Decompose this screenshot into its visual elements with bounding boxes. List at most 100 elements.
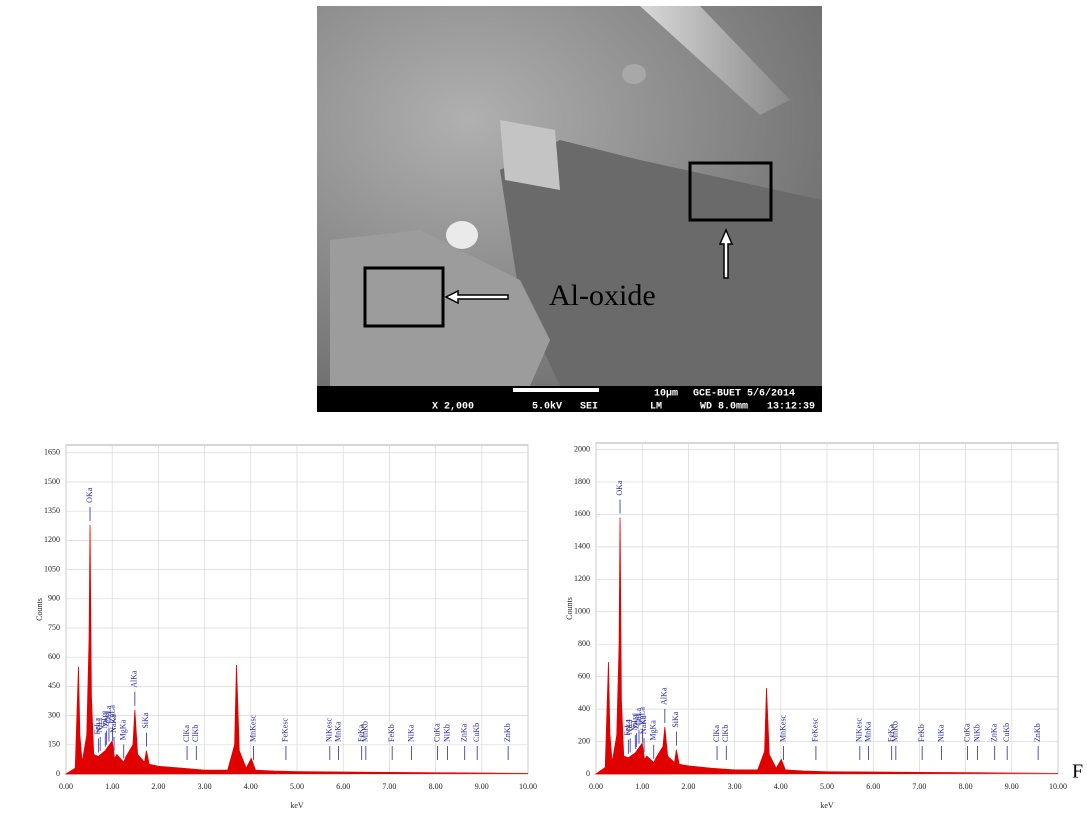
sem-box: [688, 161, 773, 222]
peak-label: FeKa: [357, 724, 366, 742]
sem-crystal: [640, 6, 790, 115]
y-tick-label: 0: [56, 769, 60, 778]
sem-crystal: [500, 120, 560, 190]
x-tick-label: 6.00: [866, 782, 880, 791]
y-tick-label: 900: [48, 594, 60, 603]
peak-label: NiLl: [95, 717, 104, 733]
spectrum: [594, 517, 1059, 775]
x-tick-label: 3.00: [198, 782, 212, 791]
y-tick-label: 1600: [574, 509, 590, 518]
y-tick-label: 2000: [574, 444, 590, 453]
peak-label: CuKa: [432, 723, 441, 742]
peak-label: ClKa: [182, 725, 191, 742]
peak-label: ZnLa: [107, 705, 116, 723]
sem-particle: [446, 221, 478, 249]
peak-label: FeLa: [623, 719, 632, 736]
peak-label: OKa: [615, 480, 624, 496]
sem-particle: [622, 64, 646, 84]
x-tick-label: 9.00: [475, 782, 489, 791]
x-tick-label: 3.00: [728, 782, 742, 791]
peak-label: ClKb: [721, 725, 730, 742]
peak-label: SiKa: [141, 712, 150, 728]
y-tick-label: 1800: [574, 477, 590, 486]
peak-label: ZnLl: [631, 712, 640, 729]
peak-label: NiKb: [442, 724, 451, 742]
peak-label: NiKb: [972, 724, 981, 742]
y-tick-label: 1650: [44, 448, 60, 457]
peak-label: FeKa: [887, 724, 896, 742]
y-tick-label: 400: [578, 704, 590, 713]
peak-label: CuLa: [104, 705, 113, 723]
peak-label: CuKa: [962, 723, 971, 742]
y-tick-label: 600: [48, 652, 60, 661]
y-tick-label: 0: [586, 769, 590, 778]
peak-label: FeKb: [917, 724, 926, 742]
peak-label: FeKesc: [281, 718, 290, 742]
x-tick-label: 8.00: [429, 782, 443, 791]
x-tick-label: 10.00: [1049, 782, 1067, 791]
sem-image: Al-oxide 10µm GCE-BUET 5/6/2014 X 2,000 …: [317, 6, 822, 413]
peak-label: NaKa: [109, 714, 118, 733]
peak-label: FeKb: [387, 724, 396, 742]
peak-label: SiKa: [671, 711, 680, 727]
peak-label: FeKesc: [811, 718, 820, 742]
peak-label: NaKa: [639, 715, 648, 734]
working-distance: WD 8.0mm: [700, 402, 748, 413]
y-tick-label: 1200: [574, 574, 590, 583]
x-tick-label: 4.00: [774, 782, 788, 791]
peak-label: OKa: [85, 487, 94, 503]
y-tick-label: 450: [48, 681, 60, 690]
peak-label: MnKb: [891, 721, 900, 742]
y-tick-label: 1350: [44, 506, 60, 515]
peak-label: AlKa: [660, 687, 669, 705]
detector: SEI: [580, 402, 598, 413]
peak-label: NiKa: [406, 724, 415, 742]
peak-label: AlKa: [130, 670, 139, 688]
peak-label: MnKa: [333, 721, 342, 742]
peak-label: MnKesc: [778, 714, 787, 742]
x-tick-label: 8.00: [959, 782, 973, 791]
time: 13:12:39: [767, 402, 815, 413]
x-tick-label: 2.00: [151, 782, 165, 791]
mode: LM: [650, 402, 662, 413]
x-tick-label: 0.00: [59, 782, 73, 791]
x-axis-label: keV: [820, 801, 834, 810]
peak-label: MnKesc: [248, 714, 257, 742]
peak-label: CuLa: [634, 707, 643, 725]
x-tick-label: 1.00: [635, 782, 649, 791]
lab-text: GCE-BUET 5/6/2014: [693, 388, 795, 400]
x-tick-label: 5.00: [820, 782, 834, 791]
peak-label: NiLa: [630, 714, 639, 731]
x-axis-label: keV: [290, 801, 304, 810]
arrow: [718, 228, 734, 279]
peak-label: NiKesc: [855, 718, 864, 742]
y-tick-label: 750: [48, 623, 60, 632]
peak-label: ZnKb: [1033, 723, 1042, 742]
peak-label: FeLa: [93, 718, 102, 735]
y-tick-label: 600: [578, 671, 590, 680]
y-tick-label: 1050: [44, 564, 60, 573]
peak-label: CuKb: [1002, 723, 1011, 742]
y-tick-label: 300: [48, 710, 60, 719]
peak-label: ZnLa: [637, 707, 646, 725]
x-tick-label: 0.00: [589, 782, 603, 791]
sem-region: [500, 140, 822, 386]
y-tick-label: 1000: [574, 607, 590, 616]
arrow: [444, 289, 509, 305]
peak-label: ClKb: [191, 725, 200, 742]
magnification: X 2,000: [432, 402, 474, 413]
peak-label: MgKa: [119, 719, 128, 740]
x-tick-label: 10.00: [519, 782, 537, 791]
y-axis-label: Counts: [35, 598, 44, 621]
y-tick-label: 800: [578, 639, 590, 648]
image-label: Al-oxide: [549, 279, 656, 312]
peak-label: ZnLl: [101, 710, 110, 727]
y-tick-label: 1500: [44, 477, 60, 486]
peak-label: ZnKb: [503, 723, 512, 742]
peak-label: NiKesc: [325, 718, 334, 742]
peak-label: NiKa: [936, 724, 945, 742]
caption-fragment: F: [1072, 761, 1083, 783]
x-tick-label: 6.00: [336, 782, 350, 791]
